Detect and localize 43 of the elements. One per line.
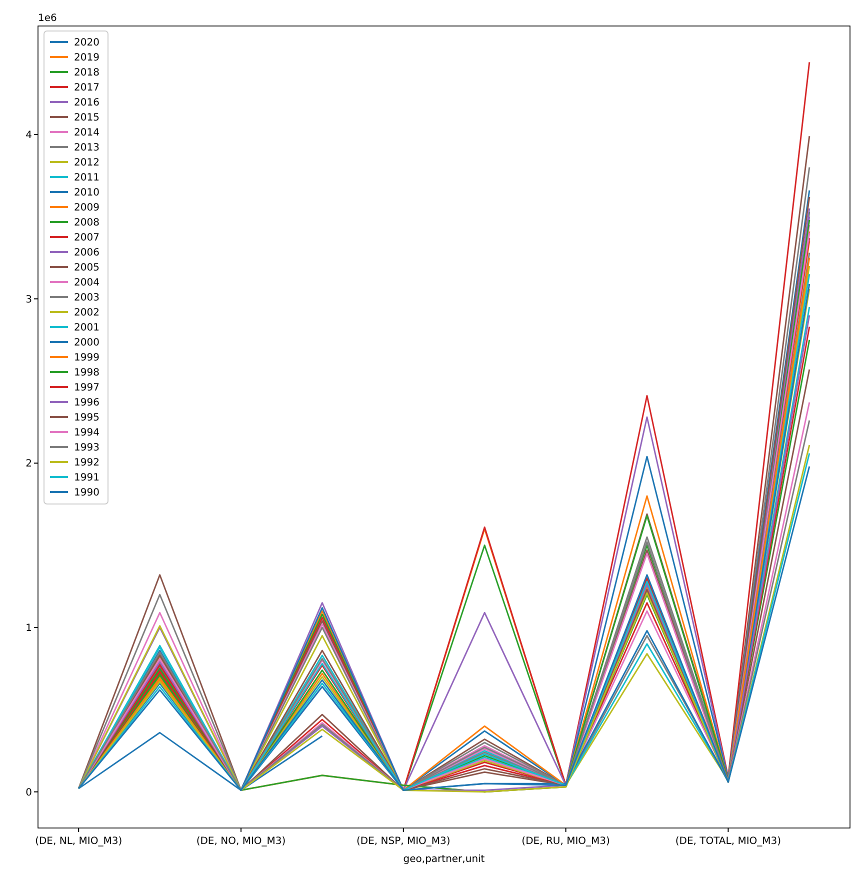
legend-label: 1991: [74, 472, 100, 484]
legend-label: 1992: [74, 458, 100, 468]
x-tick-label: (DE, TOTAL, MIO_M3): [675, 836, 782, 847]
legend-label: 1990: [74, 488, 100, 498]
y-tick-label: 4: [26, 130, 32, 141]
x-tick-label: (DE, NO, MIO_M3): [196, 836, 286, 847]
legend-label: 2020: [74, 38, 100, 48]
legend-label: 2010: [74, 188, 100, 198]
text: 1e6: [38, 13, 57, 24]
y-tick-label: 2: [26, 458, 32, 470]
legend-label: 2014: [74, 128, 100, 138]
legend-label: 2004: [74, 278, 100, 288]
x-tick-label: (DE, NSP, MIO_M3): [356, 836, 450, 847]
x-tick-label: (DE, RU, MIO_M3): [522, 836, 610, 847]
legend-label: 2009: [74, 202, 100, 214]
y-tick-label: 1: [26, 623, 32, 634]
legend-label: 2001: [74, 322, 100, 334]
legend-label: 2006: [74, 248, 100, 258]
y-tick-label: 3: [26, 294, 32, 306]
legend-label: 1995: [74, 412, 100, 424]
legend-label: 2017: [74, 82, 100, 94]
legend-label: 1994: [74, 428, 100, 438]
legend-label: 2008: [74, 218, 100, 228]
legend-label: 2015: [74, 112, 100, 124]
legend-label: 1999: [74, 352, 100, 364]
x-axis-title: geo,partner,unit: [403, 854, 485, 865]
legend-label: 1998: [74, 368, 100, 378]
legend-label: 2016: [74, 98, 100, 108]
legend-label: 2012: [74, 158, 100, 168]
legend-label: 2002: [74, 308, 100, 318]
legend-label: 2011: [74, 172, 100, 184]
legend-label: 2003: [74, 292, 100, 304]
legend-label: 1997: [74, 382, 100, 394]
legend-label: 1996: [74, 398, 100, 408]
y-tick-label: 0: [26, 787, 32, 798]
legend-label: 2000: [74, 338, 100, 348]
legend-label: 2019: [74, 52, 100, 64]
x-tick-label: (DE, NL, MIO_M3): [35, 836, 122, 847]
legend-label: 2018: [74, 68, 100, 78]
legend-label: 2007: [74, 232, 100, 244]
legend-label: 2005: [74, 262, 100, 274]
legend-label: 1993: [74, 442, 100, 454]
legend-label: 2013: [74, 142, 100, 154]
